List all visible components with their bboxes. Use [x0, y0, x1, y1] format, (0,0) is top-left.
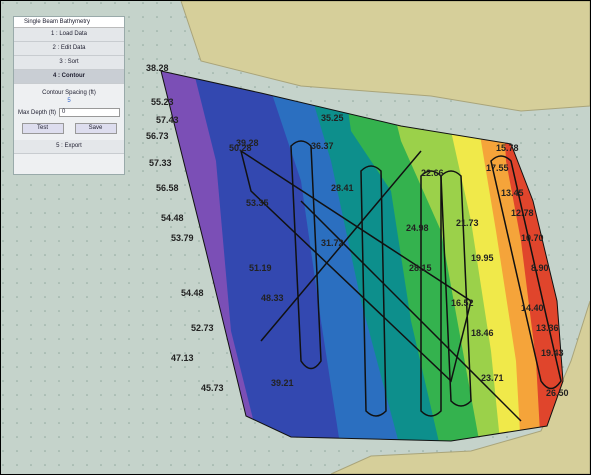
sounding: 14.40: [521, 303, 544, 313]
sounding: 12.78: [511, 208, 534, 218]
sounding: 19.43: [541, 348, 564, 358]
step-button[interactable]: 2 : Edit Data: [14, 42, 124, 56]
sounding: 8.90: [531, 263, 549, 273]
sounding: 39.28: [236, 138, 259, 148]
sounding: 36.37: [311, 141, 334, 151]
sounding: 47.13: [171, 353, 194, 363]
land: [330, 300, 590, 474]
land: [180, 1, 590, 112]
sounding: 26.50: [546, 388, 569, 398]
sounding: 35.25: [321, 113, 344, 123]
sounding: 56.58: [156, 183, 179, 193]
export-step[interactable]: 5 : Export: [14, 140, 124, 154]
spacing-value[interactable]: 5: [67, 98, 71, 104]
sounding: 50.28: [229, 143, 252, 153]
sounding: 17.55: [486, 163, 509, 173]
sounding: 31.72: [321, 238, 344, 248]
sounding: 38.28: [146, 63, 169, 73]
spacing-label: Contour Spacing (ft): [42, 90, 96, 96]
depth-label: Max Depth (ft): [18, 109, 57, 116]
control-panel: Single Beam Bathymetry 1 : Load Data 2 : …: [13, 16, 125, 175]
sounding: 48.33: [261, 293, 284, 303]
sounding: 53.79: [171, 233, 194, 243]
step-button[interactable]: 1 : Load Data: [14, 28, 124, 42]
sounding: 21.73: [456, 218, 479, 228]
sounding: 24.98: [406, 223, 429, 233]
step-button[interactable]: 3 : Sort: [14, 56, 124, 70]
sounding: 28.15: [409, 263, 432, 273]
sounding: 10.70: [521, 233, 544, 243]
track-lines: [160, 70, 564, 442]
save-button[interactable]: Save: [74, 123, 117, 134]
sounding: 19.95: [471, 253, 494, 263]
sounding: 56.73: [146, 131, 169, 141]
test-button[interactable]: Test: [21, 123, 64, 134]
step-button[interactable]: 4 : Contour: [14, 70, 124, 84]
sounding: 54.48: [161, 213, 184, 223]
sounding: 18.46: [471, 328, 494, 338]
sounding: 52.73: [191, 323, 214, 333]
sounding: 53.35: [246, 198, 269, 208]
sounding: 57.43: [156, 115, 179, 125]
sounding: 45.73: [201, 383, 224, 393]
sounding: 15.78: [496, 143, 519, 153]
sounding: 13.45: [501, 188, 524, 198]
sounding: 28.41: [331, 183, 354, 193]
sounding: 57.33: [149, 158, 172, 168]
sounding: 13.36: [536, 323, 559, 333]
sounding: 23.71: [481, 373, 504, 383]
sounding: 16.52: [451, 298, 474, 308]
depth-input[interactable]: 0: [59, 108, 120, 117]
sounding: 51.19: [249, 263, 272, 273]
window-title: Single Beam Bathymetry: [14, 17, 124, 28]
sounding: 55.23: [151, 97, 174, 107]
sounding: 39.21: [271, 378, 294, 388]
sounding: 54.48: [181, 288, 204, 298]
sounding: 22.66: [421, 168, 444, 178]
